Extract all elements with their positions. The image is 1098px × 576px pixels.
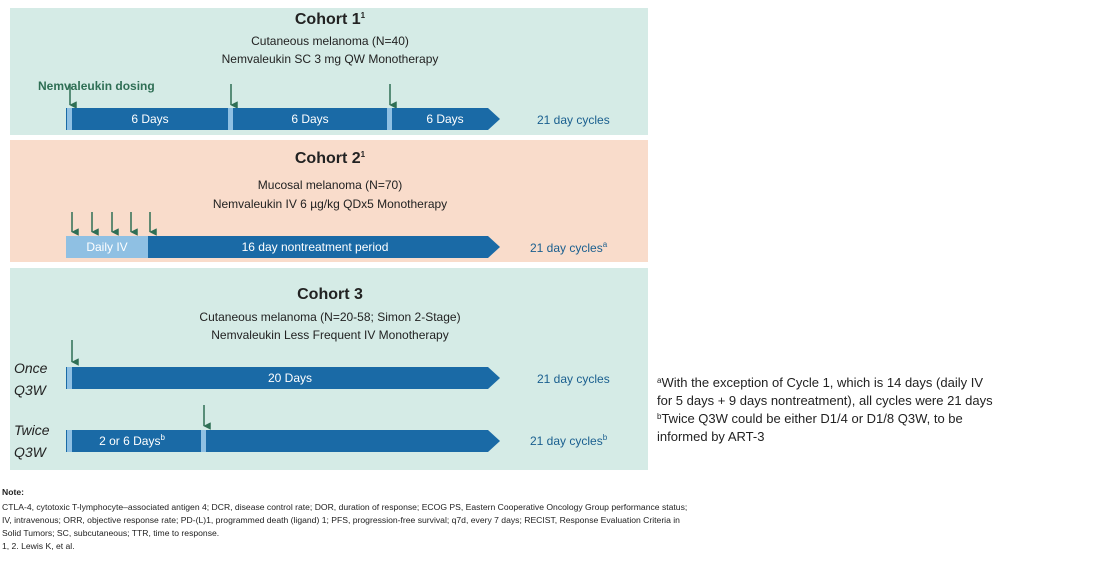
cohort-line: Mucosal melanoma (N=70)	[258, 178, 402, 192]
segment-label: 20 Days	[268, 371, 312, 385]
timeline-bar	[66, 367, 500, 389]
arm-label: Q3W	[14, 444, 48, 460]
dosing-period	[66, 236, 148, 258]
footnote: aWith the exception of Cycle 1, which is…	[657, 375, 983, 390]
timeline-bar	[66, 236, 500, 258]
dose-marks	[67, 430, 206, 452]
cohort-line: Nemvaleukin SC 3 mg QW Monotherapy	[222, 52, 439, 66]
cohort-line: Nemvaleukin IV 6 µg/kg QDx5 Monotherapy	[213, 197, 447, 211]
cycle-label: 21 day cycles	[537, 113, 610, 127]
segment-label: 6 Days	[291, 112, 328, 126]
cohort-title: Cohort 11	[295, 11, 366, 28]
footnote: bTwice Q3W could be either D1/4 or D1/8 …	[657, 411, 963, 426]
note-reference: 1, 2. Lewis K, et al.	[2, 541, 75, 551]
footnote: informed by ART-3	[657, 429, 764, 444]
segment-label: Daily IV	[86, 240, 127, 254]
segment-label: 2 or 6 Daysb	[99, 433, 165, 448]
segment-label: 16 day nontreatment period	[242, 240, 389, 254]
note-heading: Note:	[2, 487, 24, 497]
dosing-label: Nemvaleukin dosing	[38, 79, 155, 93]
note-line: CTLA-4, cytotoxic T-lymphocyte–associate…	[2, 502, 687, 512]
timeline-bar	[66, 430, 500, 452]
note-line: IV, intravenous; ORR, objective response…	[2, 515, 680, 525]
cycle-label: 21 day cyclesb	[530, 433, 608, 448]
cohort-line: Nemvaleukin Less Frequent IV Monotherapy	[211, 328, 448, 342]
arm-label: Twice	[14, 422, 50, 438]
footnote: for 5 days + 9 days nontreatment), all c…	[657, 393, 993, 408]
cohort-title: Cohort 3	[297, 286, 363, 303]
dose-arrows	[69, 84, 397, 109]
dose-mark	[67, 367, 72, 389]
cohort-title: Cohort 21	[295, 150, 366, 167]
cohort-line: Cutaneous melanoma (N=40)	[251, 34, 409, 48]
dose-marks	[67, 108, 392, 130]
cycle-label: 21 day cyclesa	[530, 240, 608, 255]
segment-label: 6 Days	[131, 112, 168, 126]
arm-label: Q3W	[14, 382, 48, 398]
note-line: Solid Tumors; SC, subcutaneous; TTR, tim…	[2, 528, 219, 538]
arm-label: Once	[14, 360, 48, 376]
cycle-label: 21 day cycles	[537, 372, 610, 386]
cohort-line: Cutaneous melanoma (N=20-58; Simon 2-Sta…	[199, 310, 460, 324]
segment-label: 6 Days	[426, 112, 463, 126]
dose-arrows	[71, 212, 157, 236]
